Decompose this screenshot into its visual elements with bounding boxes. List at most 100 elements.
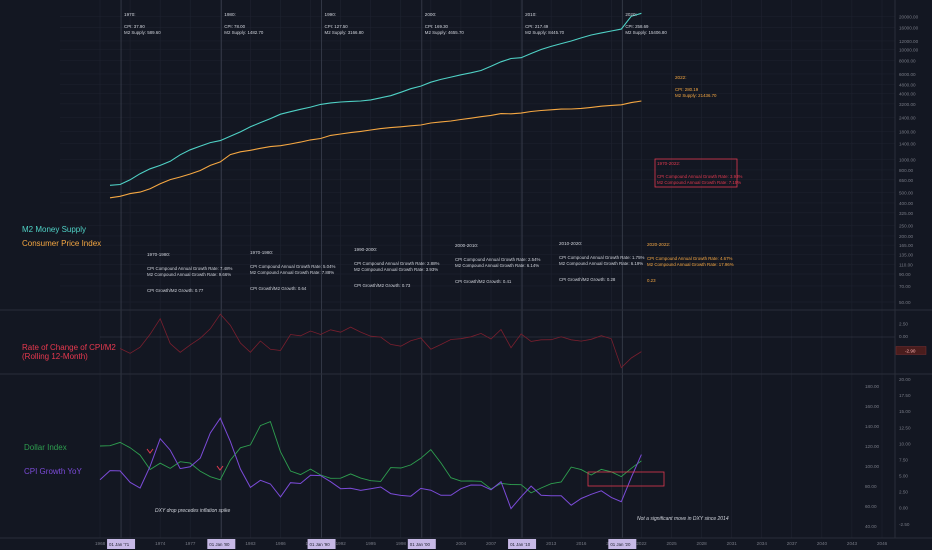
x-tick-label: 2043 [847, 541, 858, 546]
y-tick-label-left: 180.00 [865, 384, 879, 389]
marker-2022-year: 2022: [675, 75, 687, 80]
marker-year: 2020: [625, 12, 637, 17]
cpi-series-line [109, 100, 642, 199]
date-badge-text: 01 Jan '10 [510, 542, 531, 547]
cpi-yoy-series-line [99, 417, 642, 510]
y-tick-label: 2.50 [899, 322, 908, 327]
marker-m2: M2 Supply: 1482.70 [224, 30, 264, 35]
y-tick-label: 165.00 [899, 243, 913, 248]
y-tick-label-right: 2.50 [899, 490, 908, 495]
x-tick-label: 1977 [185, 541, 196, 546]
y-tick-label: 3200.00 [899, 102, 916, 107]
y-tick-label: 500.00 [899, 190, 913, 195]
period-cpi-rate: CPI Compound Annual Growth Rate: 2.88% [354, 261, 440, 266]
dxy-series-line [99, 421, 642, 494]
y-tick-label-left: 120.00 [865, 444, 879, 449]
marker-m2: M2 Supply: 15406.80 [625, 30, 667, 35]
marker-cpi: CPI: 169.30 [425, 24, 449, 29]
period-title: 2010-2020: [559, 241, 582, 246]
marker-cpi: CPI: 37.90 [124, 24, 145, 29]
summary-m2-rate: M2 Compound Annual Growth Rate: 7.15% [657, 180, 741, 185]
y-tick-label-right: -2.50 [899, 522, 910, 527]
y-tick-label: 1000.00 [899, 157, 916, 162]
period-title: 2000-2010: [455, 243, 478, 248]
red-check-mark [216, 465, 224, 471]
period-cpi-rate: CPI Compound Annual Growth Rate: 5.04% [250, 264, 336, 269]
y-tick-label: 20000.00 [899, 15, 919, 20]
marker-year: 2010: [525, 12, 537, 17]
date-badge-text: 01 Jan '90 [310, 542, 331, 547]
y-tick-label: 1800.00 [899, 129, 916, 134]
period-title: 1970-1980: [250, 250, 273, 255]
marker-m2: M2 Supply: 4655.70 [425, 30, 465, 35]
period-title: 2020-2022: [647, 242, 670, 247]
note-dxy: DXY drop precedes inflation spike [155, 508, 230, 514]
x-tick-label: 2013 [546, 541, 557, 546]
y-tick-label-left: 60.00 [865, 504, 877, 509]
period-ratio: CPI Growth/M2 Growth: 0.77 [147, 288, 204, 293]
y-tick-label: 12000.00 [899, 39, 919, 44]
date-badge [508, 539, 537, 549]
y-tick-label-right: 7.50 [899, 457, 908, 462]
date-badge-text: 01 Jan '00 [410, 542, 431, 547]
x-tick-label: 2040 [817, 541, 828, 546]
period-m2-rate: M2 Compound Annual Growth Rate: 3.93% [354, 267, 438, 272]
period-ratio: CPI Growth/M2 Growth: 0.41 [455, 279, 512, 284]
y-tick-label: 2400.00 [899, 116, 916, 121]
marker-cpi: CPI: 78.00 [224, 24, 245, 29]
x-tick-label: 2007 [486, 541, 497, 546]
y-tick-label: 400.00 [899, 201, 913, 206]
period-ratio: 0.23 [647, 278, 656, 283]
marker-cpi: CPI: 258.69 [625, 24, 649, 29]
x-tick-label: 2022 [636, 541, 647, 546]
period-ratio: CPI Growth/M2 Growth: 0.73 [354, 283, 411, 288]
period-m2-rate: M2 Compound Annual Growth Rate: 7.88% [250, 270, 334, 275]
x-tick-label: 2025 [666, 541, 677, 546]
marker-m2: M2 Supply: 8445.70 [525, 30, 565, 35]
date-badge [407, 539, 436, 549]
y-tick-label-left: 40.00 [865, 524, 877, 529]
y-tick-label: 4800.00 [899, 83, 916, 88]
marker-2022-cpi: CPI: 280.19 [675, 87, 699, 92]
roc-label-line1: Rate of Change of CPI/M2 [22, 343, 116, 352]
x-tick-label: 2004 [456, 541, 467, 546]
x-tick-label: 1983 [245, 541, 256, 546]
summary-period: 1970-2022: [657, 161, 680, 166]
period-cpi-rate: CPI Compound Annual Growth Rate: 1.75% [559, 255, 645, 260]
x-tick-label: 1974 [155, 541, 166, 546]
period-cpi-rate: CPI Compound Annual Growth Rate: 4.67% [647, 256, 733, 261]
cpi-yoy-label: CPI Growth YoY [24, 467, 82, 476]
y-tick-label-left: 80.00 [865, 484, 877, 489]
x-tick-label: 2031 [727, 541, 738, 546]
y-tick-label: 135.00 [899, 253, 913, 258]
y-tick-label: 16000.00 [899, 25, 919, 30]
x-tick-label: 1992 [336, 541, 347, 546]
y-tick-label-right: 17.50 [899, 393, 911, 398]
red-check-mark [146, 448, 154, 454]
y-tick-label: 10000.00 [899, 48, 919, 53]
y-tick-label-right: 12.50 [899, 425, 911, 430]
date-badge [608, 539, 637, 549]
y-tick-label-right: 15.00 [899, 409, 911, 414]
roc-label-line2: (Rolling 12-Month) [22, 352, 88, 361]
y-tick-label: 1400.00 [899, 141, 916, 146]
y-tick-label: 90.00 [899, 272, 911, 277]
x-tick-label: 1998 [396, 541, 407, 546]
marker-year: 1980: [224, 12, 236, 17]
period-m2-rate: M2 Compound Annual Growth Rate: 6.19% [559, 261, 643, 266]
y-tick-label: 6000.00 [899, 72, 916, 77]
m2-label: M2 Money Supply [22, 225, 86, 234]
decade-marker-lines [120, 0, 623, 538]
y-tick-label: 650.00 [899, 178, 913, 183]
m2-series-line [109, 12, 642, 186]
x-tick-label: 1968 [95, 541, 106, 546]
y-tick-label: 110.00 [899, 262, 913, 267]
x-tick-label: 2037 [787, 541, 798, 546]
marker-2022-m2: M2 Supply: 21436.70 [675, 93, 717, 98]
period-cpi-rate: CPI Compound Annual Growth Rate: 7.48% [147, 266, 233, 271]
date-badge-text: 01 Jan '71 [109, 542, 130, 547]
note-2014: Not a significant move in DXY since 2014 [637, 516, 729, 522]
date-badge-text: 01 Jan '20 [610, 542, 631, 547]
y-tick-label-left: 100.00 [865, 464, 879, 469]
